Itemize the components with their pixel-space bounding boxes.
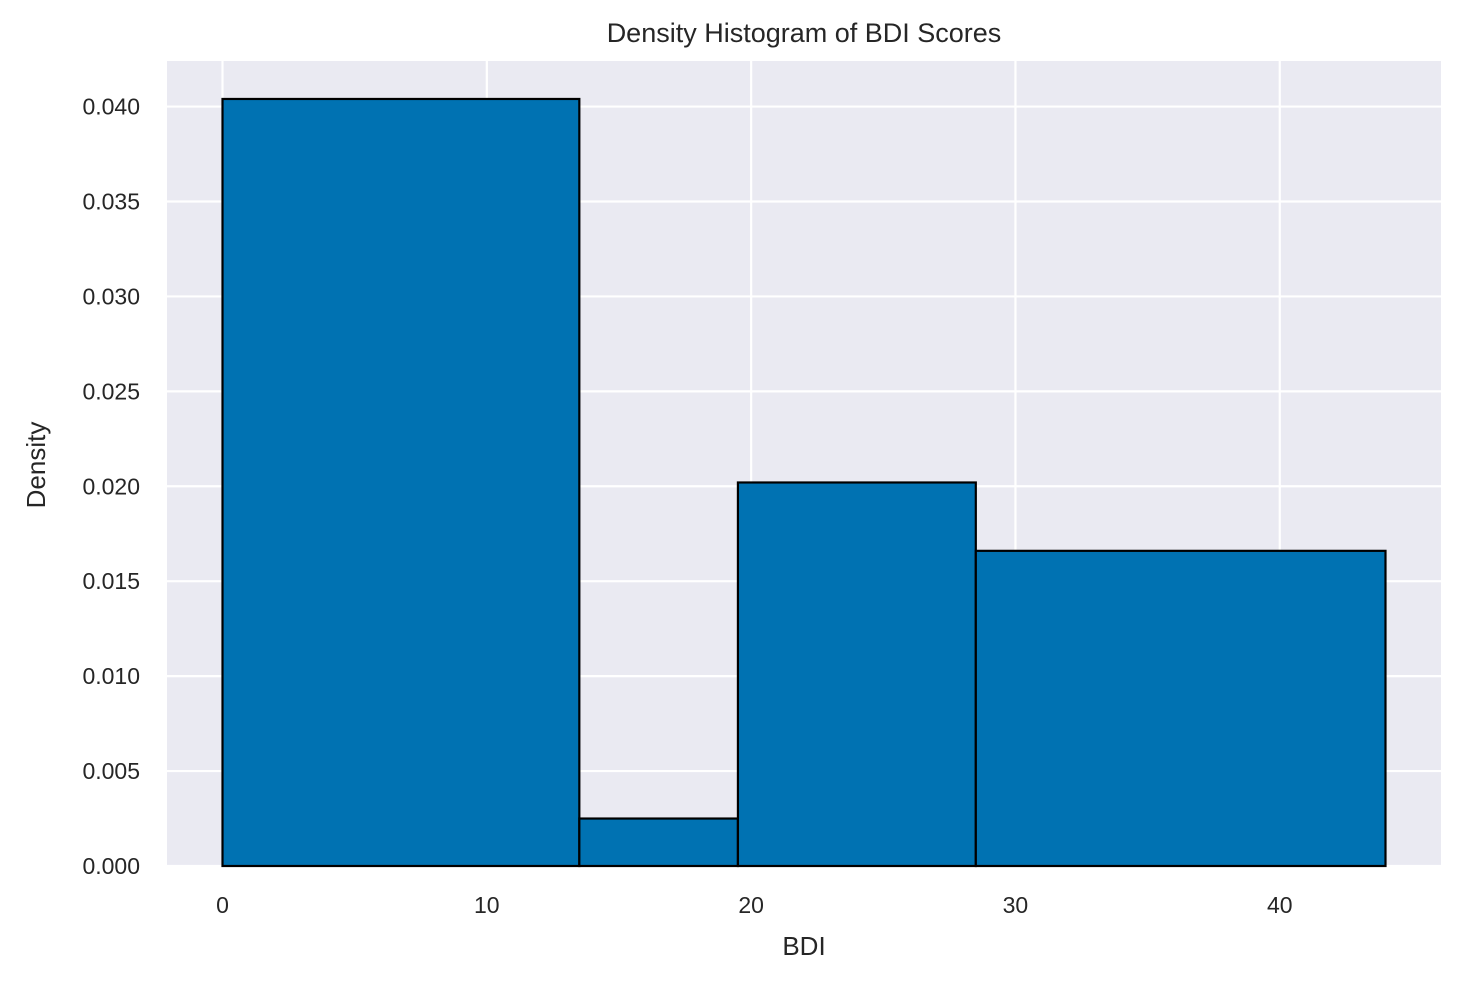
x-tick-label: 40 <box>1267 892 1293 918</box>
x-tick-label: 0 <box>216 892 229 918</box>
y-tick-label: 0.025 <box>82 378 140 404</box>
chart-title: Density Histogram of BDI Scores <box>607 18 1002 48</box>
y-tick-labels: 0.000 0.005 0.010 0.015 0.020 0.025 0.030 0.035… <box>82 94 140 879</box>
x-tick-labels: 0 10 20 30 40 <box>216 892 1292 918</box>
y-tick-label: 0.000 <box>82 853 140 879</box>
y-tick-label: 0.040 <box>82 94 140 120</box>
y-tick-label: 0.035 <box>82 188 140 214</box>
y-tick-label: 0.015 <box>82 568 140 594</box>
histogram-bar <box>578 817 740 868</box>
x-tick-label: 10 <box>474 892 500 918</box>
histogram-bar <box>221 97 581 868</box>
histogram-bars <box>221 97 1387 868</box>
x-tick-label: 30 <box>1003 892 1029 918</box>
x-axis-title: BDI <box>782 931 825 961</box>
y-tick-label: 0.005 <box>82 758 140 784</box>
y-tick-label: 0.020 <box>82 473 140 499</box>
y-tick-label: 0.030 <box>82 283 140 309</box>
histogram-bar <box>974 549 1387 868</box>
x-tick-label: 20 <box>738 892 764 918</box>
histogram-bar <box>736 481 977 868</box>
y-tick-label: 0.010 <box>82 663 140 689</box>
y-axis-title: Density <box>21 422 51 509</box>
